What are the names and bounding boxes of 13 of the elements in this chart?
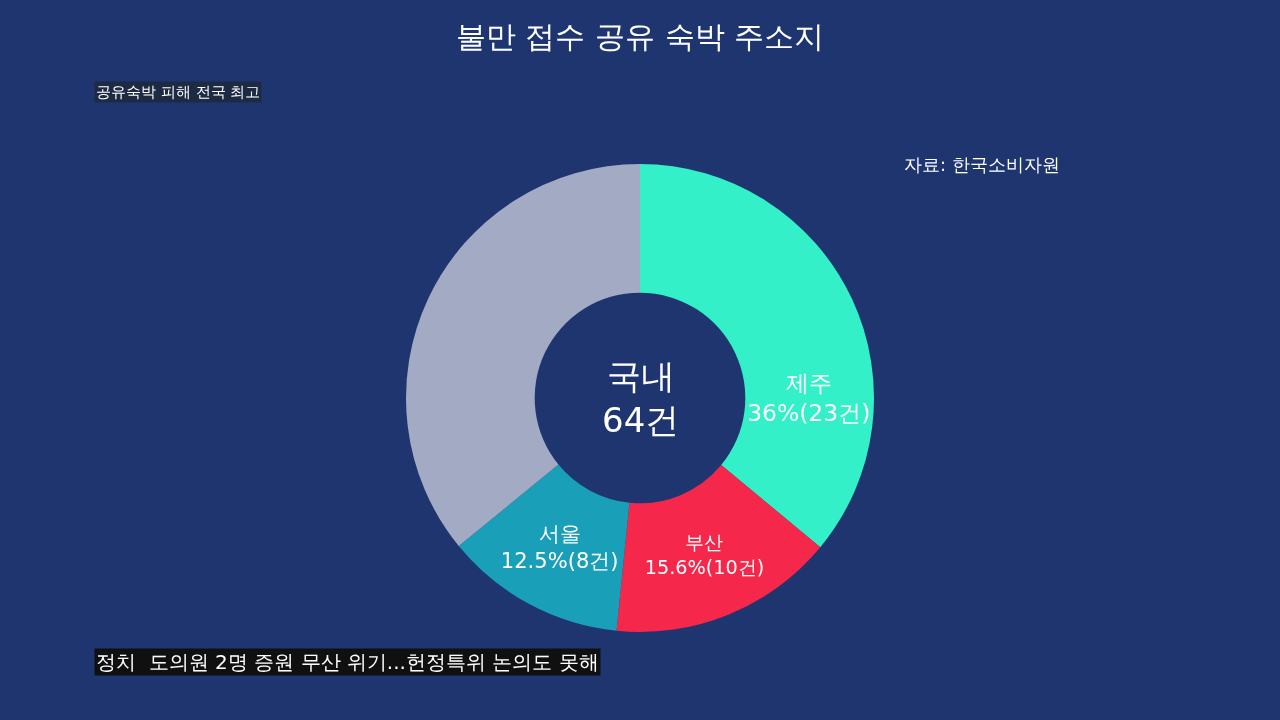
text: 자료: 한국소비자원 [904,154,1060,175]
donut-slice [616,465,821,632]
text: 정치 도의원 2명 증원 무산 위기...헌정특위 논의도 못해 [96,650,599,674]
slice-label: 서울 [538,521,581,547]
text: 공유숙박 피해 전국 최고 [96,83,261,101]
text: 국내 64건 [602,356,680,441]
slice-label: 제주 [785,368,832,397]
slice-label: 부산 [685,531,724,555]
data-label: 15.6%(10건) [644,556,765,580]
donut-slice [458,464,630,631]
chart-title: 불만 접수 공유 숙박 주소지 [455,18,825,54]
data-label: 12.5%(8건) [500,548,619,574]
data-label: 36%(23건) [747,399,871,428]
